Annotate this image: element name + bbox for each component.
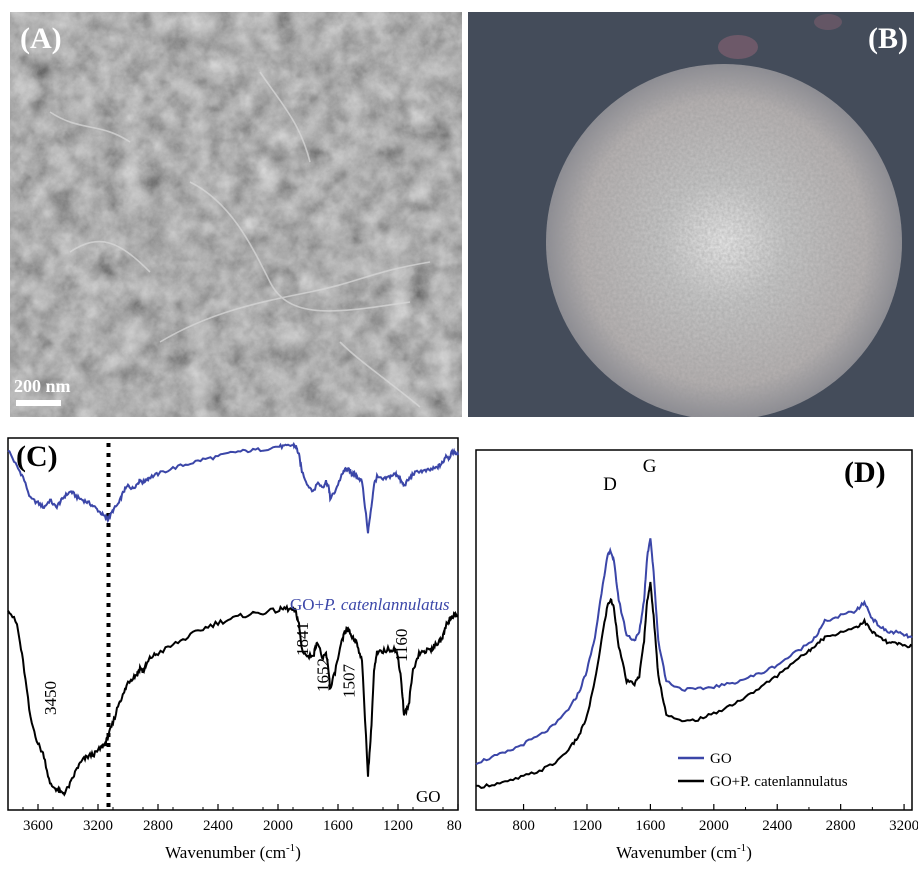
raman-peak-label-g: G	[643, 456, 657, 477]
panel-c-label: (C)	[16, 440, 58, 473]
ftir-plot-frame	[7, 437, 459, 811]
scale-bar-label: 200 nm	[14, 376, 71, 396]
raman-xlabel: Wavenumber (cm-1)	[616, 842, 752, 862]
raman-xtick-label: 2400	[762, 818, 792, 834]
ftir-xtick-label: 1600	[323, 818, 353, 834]
ftir-xtick-label: 800	[447, 818, 462, 834]
raman-xtick-label: 2800	[826, 818, 856, 834]
ftir-xtick-label: 1200	[383, 818, 413, 834]
raman-plot-frame	[475, 449, 913, 811]
raman-chart-svg: 800 1200 1600 2000 2400 2800 3200 Wavenumber (c…	[475, 449, 918, 862]
raman-series-line-go	[475, 538, 913, 766]
ftir-peak-annotation: 3450	[41, 681, 60, 715]
ftir-peak-annotation: 1160	[392, 629, 411, 662]
panel-a-label: (A)	[20, 22, 62, 55]
ftir-xtick-label: 2400	[203, 818, 233, 834]
ftir-xtick-label: 2800	[143, 818, 173, 834]
ftir-series-label-go-p-catenlannulatus: GO+P. catenlannulatus	[290, 595, 450, 614]
raman-legend-label: GO+P. catenlannulatus	[710, 774, 848, 790]
ftir-peak-annotation: 1841	[293, 622, 312, 656]
panel-d-label: (D)	[844, 456, 886, 489]
raman-series-line-go-p-catenlannulatus	[475, 581, 913, 789]
petri-dish-photo	[468, 12, 914, 417]
ftir-chart-svg: 3600 3200 2800 2400 2000 1600 1200 800 Wavenumbe…	[7, 437, 462, 862]
ftir-xtick-label: 3200	[83, 818, 113, 834]
panel-d-raman-chart: 800 1200 1600 2000 2400 2800 3200 Wavenumber (c…	[466, 430, 918, 874]
sem-texture	[10, 12, 462, 417]
raman-xtick-label: 1600	[635, 818, 665, 834]
panel-a-sem-image: (A) 200 nm	[10, 12, 462, 417]
panel-b-photo: (B)	[468, 12, 914, 417]
raman-xtick-label: 3200	[889, 818, 918, 834]
ftir-peak-annotation: 1507	[340, 664, 359, 699]
ftir-xtick-label: 2000	[263, 818, 293, 834]
panel-c-ftir-chart: 3600 3200 2800 2400 2000 1600 1200 800 Wavenumbe…	[0, 430, 462, 874]
scale-bar	[16, 400, 61, 406]
ftir-series-line-go-p-catenlannulatus	[7, 441, 459, 534]
ftir-xlabel: Wavenumber (cm-1)	[165, 842, 301, 862]
raman-xtick-label: 1200	[572, 818, 602, 834]
ftir-peak-annotation: 1652	[313, 658, 332, 692]
raman-peak-label-d: D	[603, 474, 617, 495]
raman-xtick-label: 800	[512, 818, 535, 834]
ftir-series-label-go: GO	[416, 787, 441, 806]
ftir-xtick-label: 3600	[23, 818, 53, 834]
ftir-series-line-go	[7, 604, 459, 797]
panel-b-label: (B)	[868, 22, 908, 55]
raman-legend-label: GO	[710, 751, 732, 767]
raman-xtick-label: 2000	[699, 818, 729, 834]
